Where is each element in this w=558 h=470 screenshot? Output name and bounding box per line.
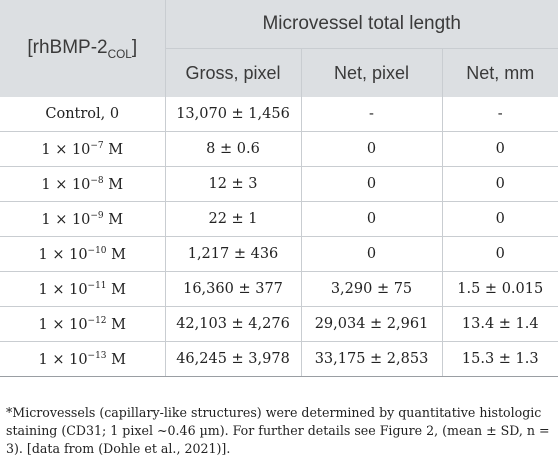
cell-gross-pixel: 12 ± 3 xyxy=(164,166,301,202)
cell-net-pixel: 29,034 ± 2,961 xyxy=(300,306,442,342)
row-label: 1 × 10−10 M xyxy=(0,236,165,272)
cell-net-pixel: 33,175 ± 2,853 xyxy=(300,341,442,377)
col-header-net-mm: Net, mm xyxy=(441,48,558,97)
cell-net-pixel: - xyxy=(300,97,442,132)
cell-net-mm: 1.5 ± 0.015 xyxy=(441,271,558,307)
cell-net-pixel: 0 xyxy=(300,131,442,167)
cell-net-pixel: 0 xyxy=(300,201,442,237)
cell-gross-pixel: 46,245 ± 3,978 xyxy=(164,341,301,377)
header-row-2: Gross, pixel Net, pixel Net, mm xyxy=(0,48,558,97)
table-row: 1 × 10−11 M 16,360 ± 377 3,290 ± 75 1.5 ± 0… xyxy=(0,271,558,307)
table-row: 1 × 10−10 M 1,217 ± 436 0 0 xyxy=(0,236,558,272)
row-header-concentration: [rhBMP-2COL] xyxy=(0,0,166,97)
table-row: 1 × 10−12 M 42,103 ± 4,276 29,034 ± 2,961 1… xyxy=(0,306,558,342)
cell-gross-pixel: 8 ± 0.6 xyxy=(164,131,301,167)
col-header-net-pixel: Net, pixel xyxy=(300,48,442,97)
cell-net-mm: 0 xyxy=(441,131,558,167)
row-label: 1 × 10−11 M xyxy=(0,271,165,307)
row-label: Control, 0 xyxy=(0,97,165,132)
cell-net-pixel: 0 xyxy=(300,236,442,272)
row-label: 1 × 10−9 M xyxy=(0,201,165,237)
cell-net-mm: 0 xyxy=(441,166,558,202)
row-label: 1 × 10−12 M xyxy=(0,306,165,342)
group-header-microvessel-length: Microvessel total length xyxy=(165,0,558,49)
col-header-gross-pixel: Gross, pixel xyxy=(165,48,301,97)
cell-net-mm: 0 xyxy=(441,236,558,272)
row-label: 1 × 10−7 M xyxy=(0,131,165,167)
cell-gross-pixel: 22 ± 1 xyxy=(164,201,301,237)
cell-gross-pixel: 13,070 ± 1,456 xyxy=(164,97,301,132)
table-footnote: *Microvessels (capillary-like structures… xyxy=(6,404,552,458)
cell-net-mm: - xyxy=(441,97,558,132)
header-row-1: [rhBMP-2COL] Microvessel total length xyxy=(0,0,558,97)
cell-net-pixel: 3,290 ± 75 xyxy=(300,271,442,307)
cell-net-mm: 13.4 ± 1.4 xyxy=(441,306,558,342)
table-row: 1 × 10−13 M 46,245 ± 3,978 33,175 ± 2,853 1… xyxy=(0,341,558,377)
data-table: [rhBMP-2COL] Microvessel total length Gr… xyxy=(0,0,558,377)
cell-net-pixel: 0 xyxy=(300,166,442,202)
cell-net-mm: 0 xyxy=(441,201,558,237)
row-label: 1 × 10−8 M xyxy=(0,166,165,202)
footnote-text: *Microvessels (capillary-like structures… xyxy=(6,405,550,456)
cell-gross-pixel: 42,103 ± 4,276 xyxy=(164,306,301,342)
cell-gross-pixel: 16,360 ± 377 xyxy=(164,271,301,307)
cell-net-mm: 15.3 ± 1.3 xyxy=(441,341,558,377)
cell-gross-pixel: 1,217 ± 436 xyxy=(164,236,301,272)
table-row: Control, 0 13,070 ± 1,456- - xyxy=(0,97,558,132)
row-label: 1 × 10−13 M xyxy=(0,341,165,377)
